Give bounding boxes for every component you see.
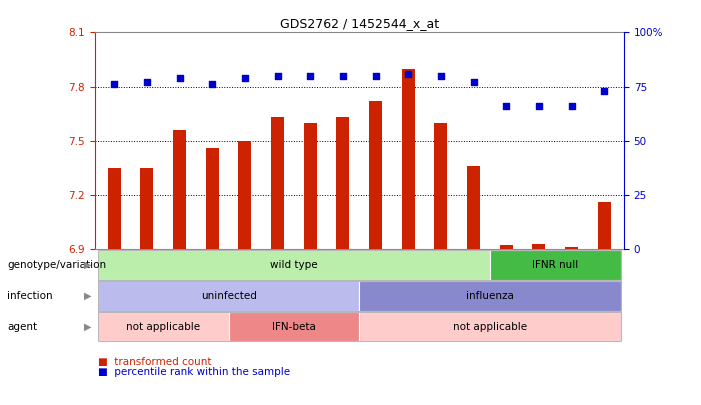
Bar xyxy=(271,117,284,249)
Bar xyxy=(140,168,154,249)
Text: uninfected: uninfected xyxy=(200,291,257,301)
Point xyxy=(305,72,316,79)
Point xyxy=(468,79,479,85)
Bar xyxy=(369,101,382,249)
Title: GDS2762 / 1452544_x_at: GDS2762 / 1452544_x_at xyxy=(280,17,439,30)
Point xyxy=(109,81,120,87)
Text: genotype/variation: genotype/variation xyxy=(7,260,106,270)
Point xyxy=(402,70,414,77)
Text: ▶: ▶ xyxy=(83,322,91,332)
Point xyxy=(566,103,577,109)
Text: IFNR null: IFNR null xyxy=(532,260,578,270)
Point xyxy=(337,72,348,79)
Point xyxy=(272,72,283,79)
Text: agent: agent xyxy=(7,322,37,332)
Text: ■  transformed count: ■ transformed count xyxy=(98,357,212,367)
Bar xyxy=(173,130,186,249)
Point xyxy=(599,87,610,94)
Bar xyxy=(565,247,578,249)
Bar xyxy=(205,148,219,249)
Text: ▶: ▶ xyxy=(83,291,91,301)
Point xyxy=(207,81,218,87)
Bar xyxy=(304,123,317,249)
Bar xyxy=(500,245,513,249)
Bar xyxy=(402,68,415,249)
Bar xyxy=(435,123,447,249)
Bar xyxy=(336,117,350,249)
Text: not applicable: not applicable xyxy=(453,322,527,332)
Text: ■  percentile rank within the sample: ■ percentile rank within the sample xyxy=(98,367,290,377)
Bar xyxy=(108,168,121,249)
Text: IFN-beta: IFN-beta xyxy=(272,322,316,332)
Point xyxy=(501,103,512,109)
Point xyxy=(370,72,381,79)
Point xyxy=(174,75,185,81)
Text: not applicable: not applicable xyxy=(126,322,200,332)
Point xyxy=(142,79,153,85)
Point xyxy=(435,72,447,79)
Point xyxy=(239,75,250,81)
Point xyxy=(533,103,545,109)
Text: influenza: influenza xyxy=(466,291,514,301)
Text: wild type: wild type xyxy=(270,260,318,270)
Bar xyxy=(533,244,545,249)
Text: ▶: ▶ xyxy=(83,260,91,270)
Text: infection: infection xyxy=(7,291,53,301)
Bar xyxy=(467,166,480,249)
Bar xyxy=(598,202,611,249)
Bar xyxy=(238,141,252,249)
